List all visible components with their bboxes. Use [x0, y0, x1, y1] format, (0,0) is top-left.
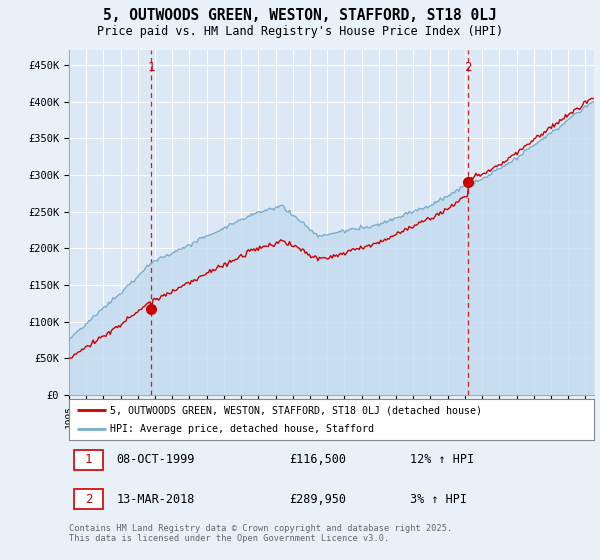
Bar: [74, 489, 103, 509]
Text: £289,950: £289,950: [290, 493, 347, 506]
Text: 5, OUTWOODS GREEN, WESTON, STAFFORD, ST18 0LJ: 5, OUTWOODS GREEN, WESTON, STAFFORD, ST1…: [103, 8, 497, 24]
Text: 13-MAR-2018: 13-MAR-2018: [116, 493, 194, 506]
Text: 5, OUTWOODS GREEN, WESTON, STAFFORD, ST18 0LJ (detached house): 5, OUTWOODS GREEN, WESTON, STAFFORD, ST1…: [110, 405, 482, 415]
Text: 12% ↑ HPI: 12% ↑ HPI: [410, 453, 475, 466]
Text: HPI: Average price, detached house, Stafford: HPI: Average price, detached house, Staf…: [110, 424, 374, 435]
Text: 08-OCT-1999: 08-OCT-1999: [116, 453, 194, 466]
Text: 1: 1: [148, 62, 155, 74]
Bar: [74, 450, 103, 470]
Text: 1: 1: [85, 453, 92, 466]
Text: 2: 2: [464, 62, 472, 74]
Text: 3% ↑ HPI: 3% ↑ HPI: [410, 493, 467, 506]
Text: 2: 2: [85, 493, 92, 506]
Text: £116,500: £116,500: [290, 453, 347, 466]
Text: Price paid vs. HM Land Registry's House Price Index (HPI): Price paid vs. HM Land Registry's House …: [97, 25, 503, 38]
Text: Contains HM Land Registry data © Crown copyright and database right 2025.
This d: Contains HM Land Registry data © Crown c…: [69, 524, 452, 543]
